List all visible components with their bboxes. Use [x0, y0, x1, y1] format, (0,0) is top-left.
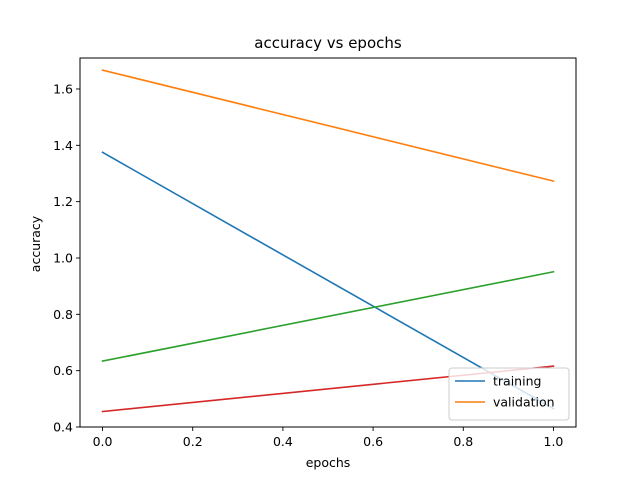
- y-axis-label: accuracy: [28, 215, 43, 272]
- x-tick-label: 1.0: [544, 434, 564, 449]
- series-layer: [79, 57, 577, 428]
- series-line-unlabeled-2: [101, 270, 555, 363]
- x-tick-label: 0.0: [93, 434, 113, 449]
- x-tick-label: 0.8: [453, 434, 473, 449]
- y-tick-label: 1.6: [53, 81, 73, 96]
- y-tick-label: 0.8: [53, 307, 73, 322]
- x-tick-label: 0.2: [183, 434, 203, 449]
- y-tick-label: 1.0: [53, 250, 73, 265]
- series-line-training: [101, 151, 555, 410]
- series-line-validation: [101, 69, 555, 183]
- y-tick-label: 0.6: [53, 363, 73, 378]
- legend: training validation: [448, 367, 570, 421]
- chart-title: accuracy vs epochs: [254, 34, 402, 52]
- x-axis: 0.0 0.2 0.4 0.6 0.8 1.0: [93, 427, 564, 449]
- legend-label-training: training: [493, 374, 541, 389]
- y-tick-label: 1.2: [53, 194, 73, 209]
- axes-frame: [79, 57, 577, 428]
- x-tick-label: 0.4: [273, 434, 293, 449]
- legend-label-validation: validation: [493, 395, 555, 410]
- y-tick-label: 1.4: [53, 138, 73, 153]
- y-axis: 0.4 0.6 0.8 1.0 1.2 1.4 1.6: [53, 81, 80, 435]
- y-tick-label: 0.4: [53, 420, 73, 435]
- x-tick-label: 0.6: [363, 434, 383, 449]
- x-axis-label: epochs: [306, 455, 351, 470]
